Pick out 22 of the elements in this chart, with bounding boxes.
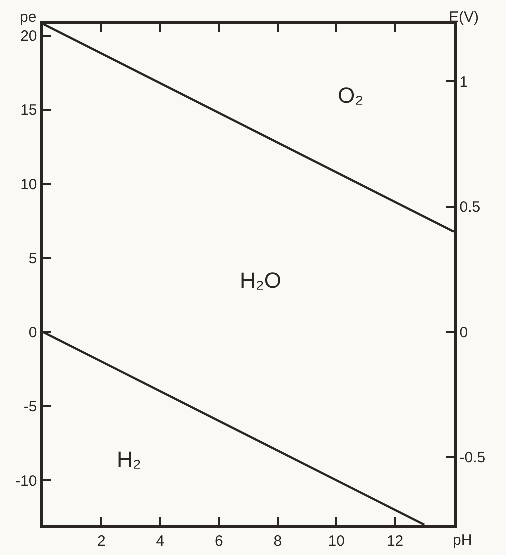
x-axis-title: pH	[453, 532, 472, 549]
y2-tick-label: 0	[28, 324, 38, 342]
y-tick-label: -0.5	[460, 450, 486, 467]
x-tick-label: 10	[328, 532, 345, 550]
annotation: H₂O	[240, 268, 282, 293]
x-tick-label: 6	[214, 532, 224, 550]
annotation: H₂	[117, 447, 142, 472]
y2-tick-label: -10	[16, 472, 38, 490]
y2-axis-title: pe	[20, 9, 37, 26]
y2-tick-label: -5	[24, 398, 38, 416]
annotation: O₂	[338, 83, 364, 108]
y2-tick-label: 15	[20, 102, 38, 120]
y2-tick-label: 20	[20, 28, 38, 46]
x-tick-label: 8	[274, 532, 282, 550]
x-tick-label: 12	[386, 532, 404, 550]
y2-tick-label: 10	[20, 176, 38, 194]
y2-tick-label: 5	[28, 250, 38, 268]
y-tick-label: 0.5	[460, 199, 481, 216]
x-tick-label: 4	[156, 532, 165, 550]
y-tick-label: 0	[460, 324, 468, 342]
y-tick-label: 1	[460, 74, 468, 91]
x-tick-label: 2	[98, 532, 106, 550]
